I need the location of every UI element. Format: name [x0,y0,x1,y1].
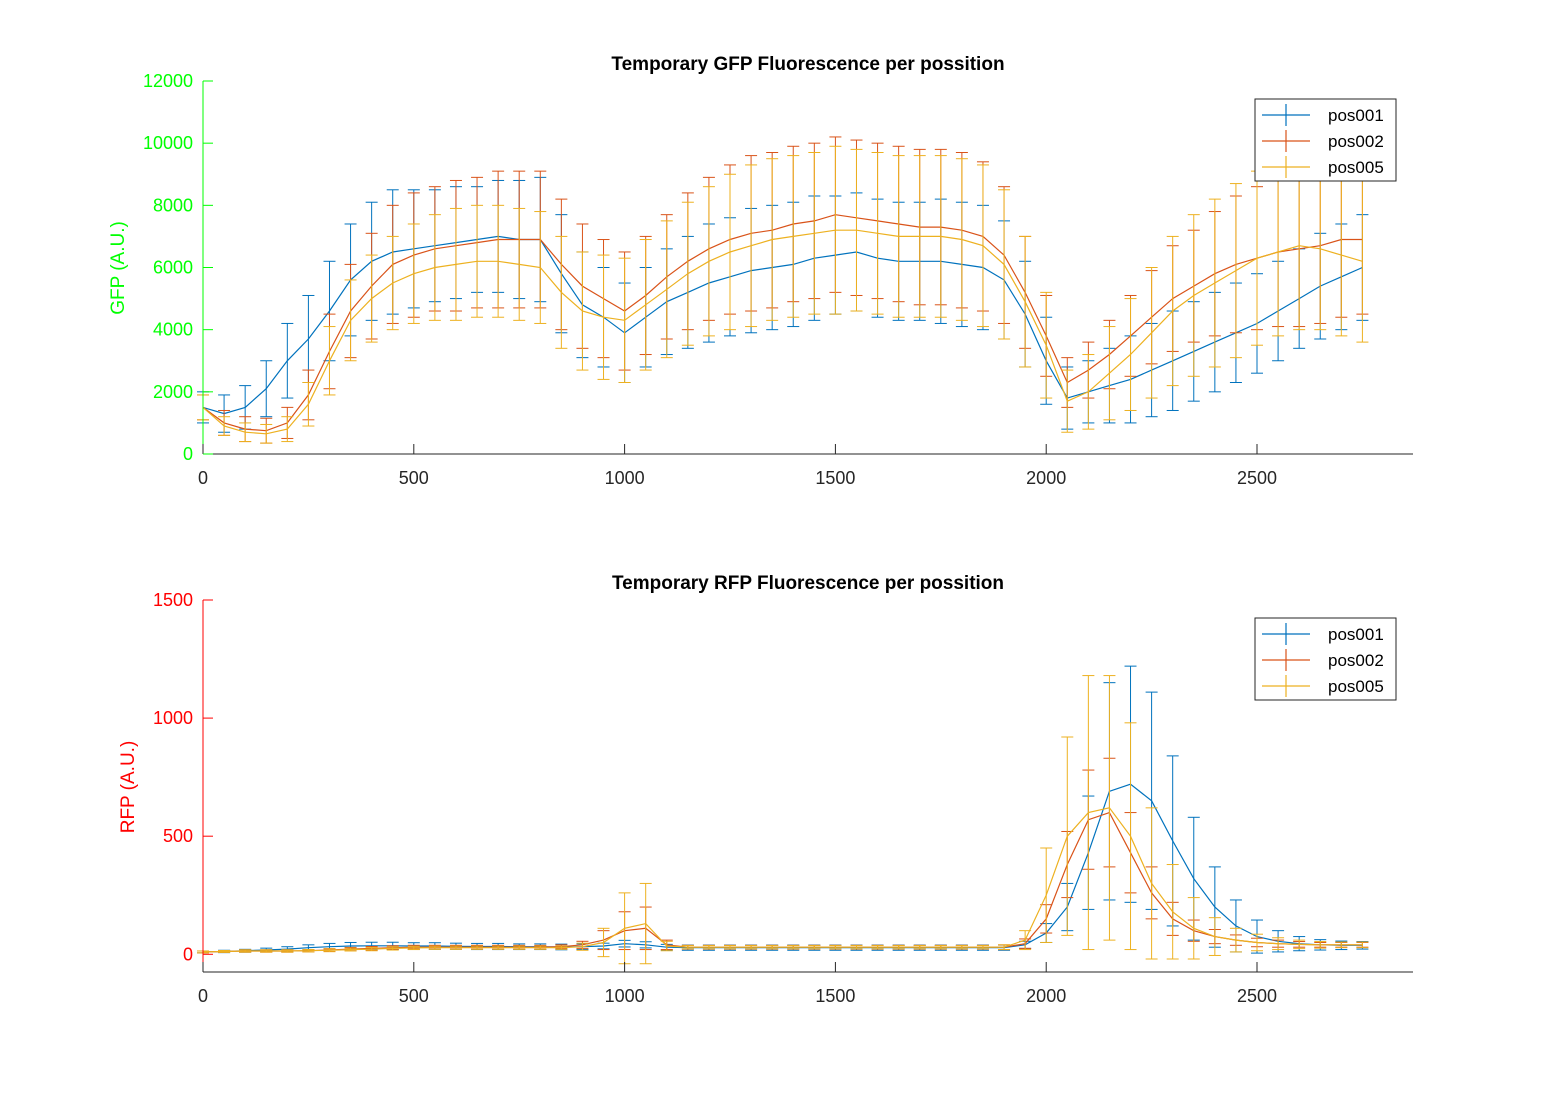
gfp-legend[interactable]: pos001 pos002 pos005 [1254,98,1397,182]
rfp-series-pos005 [197,675,1369,965]
gfp-legend-label-pos005: pos005 [1328,158,1384,177]
gfp-y-tick-label: 12000 [143,71,193,91]
rfp-legend[interactable]: pos001 pos002 pos005 [1254,617,1397,701]
rfp-x-tick-label: 2500 [1237,986,1277,1006]
gfp-legend-item-pos001[interactable]: pos001 [1262,104,1384,126]
rfp-x-tick-label: 1500 [815,986,855,1006]
gfp-y-axis-label: GFP (A.U.) [108,221,129,315]
gfp-x-tick-label: 500 [399,468,429,488]
gfp-chart-title: Temporary GFP Fluorescence per possition [611,54,1004,75]
gfp-legend-label-pos001: pos001 [1328,106,1384,125]
rfp-line-pos005 [202,807,1363,953]
gfp-panel: Temporary GFP Fluorescence per possition… [108,54,1413,488]
gfp-line-pos002 [202,214,1363,432]
rfp-x-tick-label: 500 [399,986,429,1006]
gfp-y-tick-label: 10000 [143,133,193,153]
rfp-legend-item-pos002[interactable]: pos002 [1262,649,1384,671]
gfp-legend-item-pos005[interactable]: pos005 [1262,156,1384,178]
rfp-y-axis-label: RFP (A.U.) [118,741,139,834]
gfp-line-pos005 [202,229,1363,435]
gfp-legend-label-pos002: pos002 [1328,132,1384,151]
gfp-y-tick-label: 4000 [153,320,193,340]
gfp-y-tick-label: 6000 [153,258,193,278]
rfp-y-tick-label: 1000 [153,708,193,728]
gfp-x-tick-label: 1000 [605,468,645,488]
rfp-legend-label-pos005: pos005 [1328,677,1384,696]
rfp-marks [197,665,1369,965]
rfp-legend-label-pos001: pos001 [1328,625,1384,644]
gfp-y-tick-label: 0 [183,444,193,464]
rfp-legend-item-pos005[interactable]: pos005 [1262,675,1384,697]
gfp-y-tick-label: 8000 [153,195,193,215]
gfp-x-tick-label: 0 [198,468,208,488]
gfp-x-tick-label: 2000 [1026,468,1066,488]
gfp-series-pos005 [197,145,1369,444]
rfp-x-tick-label: 1000 [605,986,645,1006]
rfp-x-tick-label: 0 [198,986,208,1006]
rfp-legend-label-pos002: pos002 [1328,651,1384,670]
rfp-legend-item-pos001[interactable]: pos001 [1262,623,1384,645]
gfp-line-pos001 [202,235,1363,415]
gfp-legend-item-pos002[interactable]: pos002 [1262,130,1384,152]
rfp-y-tick-label: 0 [183,944,193,964]
rfp-panel: Temporary RFP Fluorescence per possition… [118,573,1413,1006]
rfp-x-tick-label: 2000 [1026,986,1066,1006]
rfp-chart-title: Temporary RFP Fluorescence per possition [612,573,1004,594]
rfp-y-tick-label: 500 [163,826,193,846]
gfp-x-tick-label: 2500 [1237,468,1277,488]
gfp-y-tick-label: 2000 [153,382,193,402]
gfp-axes: 0 500 1000 1500 2000 2500 0 2000 4000 6000 8000 100… [143,71,1413,488]
rfp-y-tick-label: 1500 [153,590,193,610]
gfp-x-tick-label: 1500 [815,468,855,488]
rfp-axes: 0 500 1000 1500 2000 2500 0 500 1000 1500 [153,590,1413,1006]
